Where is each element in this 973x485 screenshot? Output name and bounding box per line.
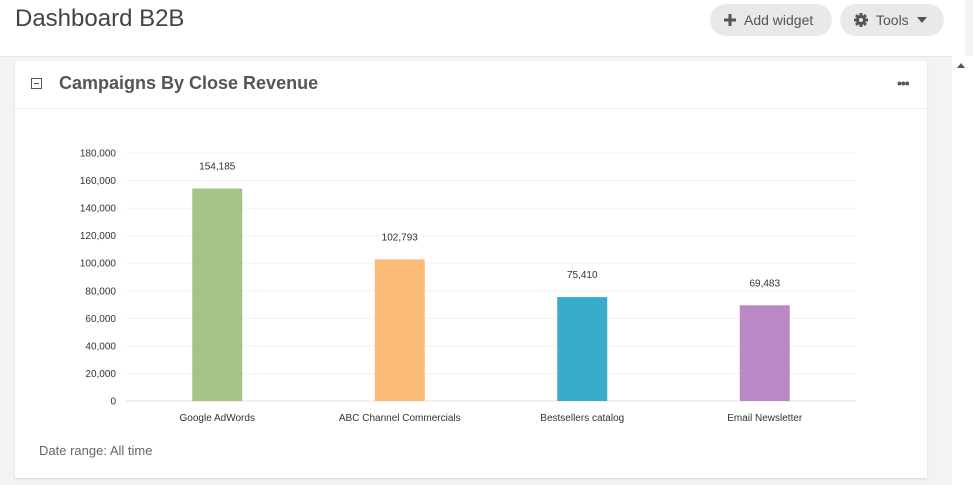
widget-header: Campaigns By Close Revenue ••• <box>15 61 927 109</box>
tools-label: Tools <box>876 12 909 28</box>
y-tick-label: 180,000 <box>80 149 117 160</box>
bar <box>739 305 790 401</box>
vertical-scrollbar[interactable] <box>952 56 973 485</box>
data-label: 102,793 <box>382 232 419 243</box>
tools-button[interactable]: Tools <box>840 4 944 36</box>
data-label: 75,410 <box>567 270 598 281</box>
top-bar: Dashboard B2B Add widget Tools <box>0 0 965 57</box>
bar-chart: 0 20,000 40,000 60,000 80,000 100,000 120,000 1… <box>80 149 856 424</box>
x-tick-label: Email Newsletter <box>727 413 803 424</box>
data-label: 154,185 <box>199 162 236 173</box>
y-tick-label: 20,000 <box>85 369 116 380</box>
scroll-up-icon[interactable] <box>957 63 965 68</box>
page-title: Dashboard B2B <box>15 5 185 32</box>
x-tick-label: Google AdWords <box>180 413 255 424</box>
y-tick-label: 60,000 <box>85 314 116 325</box>
y-tick-label: 80,000 <box>85 286 116 297</box>
widget-title: Campaigns By Close Revenue <box>59 73 319 93</box>
y-tick-label: 0 <box>110 397 116 408</box>
add-widget-button[interactable]: Add widget <box>710 4 832 36</box>
y-tick-label: 100,000 <box>80 259 117 270</box>
bar <box>192 188 243 401</box>
gear-icon <box>854 13 868 27</box>
y-tick-label: 40,000 <box>85 341 116 352</box>
campaigns-widget: Campaigns By Close Revenue ••• 0 20,000 40… <box>15 61 927 478</box>
plus-icon <box>724 14 736 26</box>
bar <box>557 297 608 401</box>
bar <box>374 259 425 401</box>
date-range-label: Date range: All time <box>39 443 153 458</box>
y-tick-label: 120,000 <box>80 231 117 242</box>
collapse-icon[interactable] <box>31 78 42 89</box>
y-tick-label: 140,000 <box>80 204 117 215</box>
more-options-icon[interactable]: ••• <box>897 75 910 91</box>
data-label: 69,483 <box>749 278 780 289</box>
y-tick-label: 160,000 <box>80 176 117 187</box>
x-tick-label: ABC Channel Commercials <box>339 413 461 424</box>
chevron-down-icon <box>916 17 927 23</box>
x-tick-label: Bestsellers catalog <box>540 413 624 424</box>
add-widget-label: Add widget <box>744 12 814 28</box>
